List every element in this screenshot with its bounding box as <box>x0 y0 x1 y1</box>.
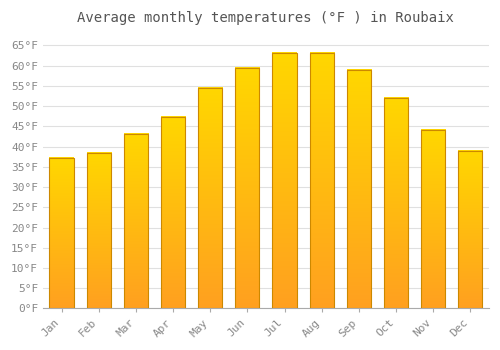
Bar <box>347 70 371 308</box>
Bar <box>384 98 408 308</box>
Bar <box>86 153 111 308</box>
Bar <box>50 158 74 308</box>
Bar <box>161 117 185 308</box>
Bar <box>458 150 482 308</box>
Bar <box>236 68 260 308</box>
Bar <box>198 88 222 308</box>
Bar <box>272 54 296 308</box>
Bar <box>310 54 334 308</box>
Bar <box>421 130 445 308</box>
Bar <box>124 134 148 308</box>
Title: Average monthly temperatures (°F ) in Roubaix: Average monthly temperatures (°F ) in Ro… <box>78 11 454 25</box>
